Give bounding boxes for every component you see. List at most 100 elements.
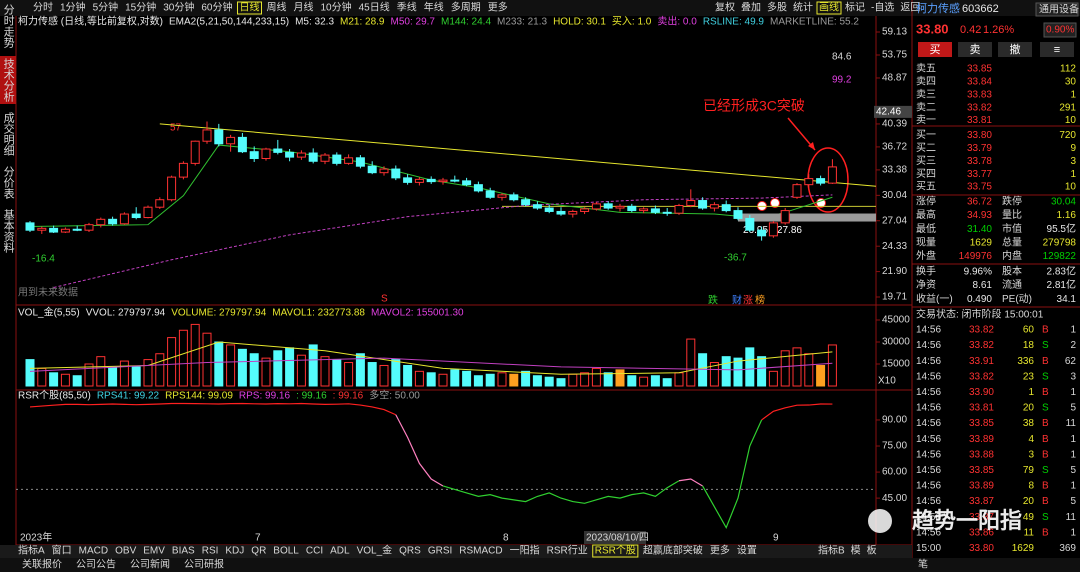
- candle-body: [320, 154, 330, 162]
- active-bg: [237, 1, 262, 15]
- indicator-tab[interactable]: GRSI: [428, 546, 452, 557]
- indicator-tab[interactable]: RSMACD: [459, 546, 502, 557]
- trade-price: 33.89: [969, 481, 994, 492]
- indicator-info: RPS41: 99.22: [97, 391, 160, 402]
- stat-label: PE(动): [1002, 293, 1032, 305]
- trade-button[interactable]: [958, 42, 992, 57]
- toolbar-item: 1分钟: [60, 1, 86, 14]
- volume-bar: [167, 337, 177, 387]
- indicator-tab[interactable]: EMV: [143, 546, 165, 557]
- trade-time: 14:56: [916, 371, 941, 382]
- candle-body: [698, 200, 708, 209]
- trade-time: 14:56: [916, 403, 941, 414]
- trade-volume: 38: [1023, 418, 1035, 429]
- signal-label: 财: [732, 294, 742, 307]
- indicator-tab[interactable]: ADL: [330, 546, 350, 557]
- volume-bar: [190, 323, 200, 387]
- indicator-info: M21: 28.9: [340, 17, 385, 28]
- y-tick-label: 19.71: [882, 292, 907, 303]
- candle-body: [450, 179, 460, 182]
- y-tick-label: 33.38: [882, 165, 907, 176]
- trade-volume: 1: [1028, 387, 1034, 398]
- indicator-tab[interactable]: BIAS: [172, 546, 195, 557]
- indicator-tab[interactable]: 一阳指: [510, 544, 540, 557]
- trade-button[interactable]: [918, 42, 952, 57]
- candle-body: [485, 190, 495, 198]
- indicator-tab[interactable]: KDJ: [225, 546, 244, 557]
- indicator-tab[interactable]: 设置: [737, 545, 757, 557]
- stock-code: 603662: [962, 3, 999, 15]
- sidebar-tab[interactable]: 成交明细: [2, 112, 15, 156]
- indicator-tab[interactable]: RSR个股: [595, 545, 636, 557]
- book-label: 买一: [916, 129, 936, 141]
- sidebar-tab[interactable]: 技术分析: [2, 58, 15, 103]
- indicator-tab[interactable]: 指标A: [18, 544, 45, 557]
- indicator-tab[interactable]: QRS: [399, 546, 421, 557]
- candle-body: [721, 204, 731, 212]
- trade-price: 33.80: [969, 543, 994, 554]
- book-label: 买二: [916, 142, 936, 154]
- toolbar-item: 多股: [767, 1, 787, 14]
- candle-body: [509, 194, 519, 201]
- trade-button[interactable]: [998, 42, 1032, 57]
- volume-bar: [131, 366, 141, 387]
- sidebar-tab[interactable]: 分价表: [2, 166, 15, 200]
- candle-body: [37, 227, 47, 231]
- trade-side: B: [1042, 434, 1049, 445]
- rsr-line: [442, 419, 763, 530]
- candle-body: [544, 207, 554, 212]
- candle-body: [143, 206, 153, 219]
- date-label: 7: [255, 533, 261, 544]
- indicator-tab[interactable]: 窗口: [52, 544, 72, 557]
- book-price: 33.82: [967, 102, 992, 113]
- y-tick-label: 53.75: [882, 50, 907, 61]
- stat-label: 现量: [916, 236, 936, 248]
- book-price: 33.77: [967, 169, 992, 180]
- volume-bar: [178, 329, 188, 387]
- stat-value: 31.40: [967, 224, 992, 235]
- indicator-tab[interactable]: QR: [251, 546, 266, 557]
- volume-bar: [143, 359, 153, 387]
- candle-body: [462, 180, 472, 186]
- book-label: 卖四: [916, 76, 936, 88]
- volume-bar: [745, 347, 755, 387]
- candle-body: [119, 213, 129, 225]
- indicator-tab[interactable]: BOLL: [273, 546, 299, 557]
- volume-bar: [615, 369, 625, 387]
- candle-body: [639, 208, 649, 212]
- indicator-tab[interactable]: RSI: [202, 546, 219, 557]
- indicator-tab[interactable]: OBV: [115, 546, 136, 557]
- volume-bar: [674, 372, 684, 387]
- candle-body: [603, 203, 613, 209]
- indicator-tab[interactable]: VOL_金: [357, 544, 393, 557]
- volume-bar: [532, 375, 542, 387]
- indicator-tab[interactable]: 超赢底部突破: [643, 544, 703, 557]
- indicator-tab[interactable]: 更多: [710, 544, 730, 557]
- candle-body: [591, 203, 601, 210]
- indicator-tab[interactable]: RSR行业: [547, 544, 588, 557]
- sidebar-tab[interactable]: 分时走势: [2, 4, 15, 48]
- trade-button[interactable]: [1040, 42, 1074, 57]
- candle-body: [556, 210, 566, 215]
- candle-body: [332, 154, 342, 164]
- sidebar-tab[interactable]: 基本资料: [2, 209, 15, 254]
- y-tick-label: 21.90: [882, 266, 907, 277]
- candle-body: [379, 168, 389, 174]
- ratio-box: [1043, 22, 1077, 38]
- book-label: 卖二: [916, 101, 936, 113]
- trade-side: B: [1042, 387, 1049, 398]
- indicator-info: 买入: 1.0: [612, 16, 652, 28]
- indicator-tab[interactable]: MACD: [79, 546, 108, 557]
- y-tick-label: 60.00: [882, 467, 907, 478]
- trade-side: S: [1042, 403, 1049, 414]
- candle-body: [60, 228, 70, 233]
- indicator-tab[interactable]: CCI: [306, 546, 323, 557]
- price-zone: [738, 213, 876, 222]
- date-label: 8: [503, 533, 509, 544]
- candle-body: [273, 148, 283, 153]
- trade-count: 1: [1070, 387, 1076, 398]
- candle-body: [757, 229, 767, 237]
- rsr-line: [29, 402, 833, 421]
- volume-bar: [25, 359, 35, 387]
